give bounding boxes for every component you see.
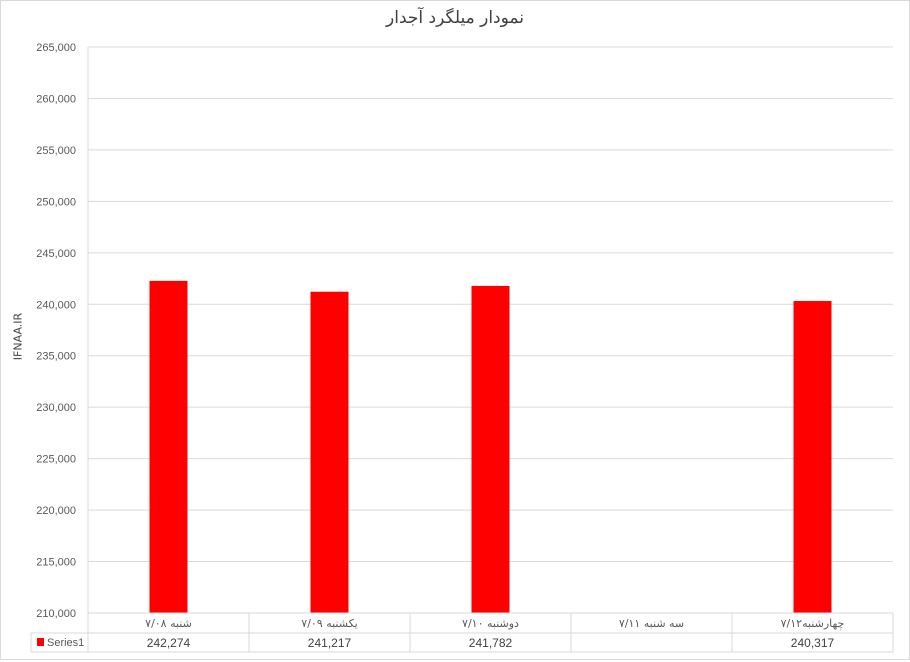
bar — [471, 285, 510, 613]
data-table-value: 241,217 — [308, 636, 352, 650]
y-tick-label: 245,000 — [36, 248, 76, 260]
y-tick-label: 220,000 — [36, 505, 76, 517]
data-table-value: 240,317 — [791, 636, 835, 650]
x-tick-label: یکشنبه ۷/۰۹ — [301, 617, 357, 630]
y-tick-label: 225,000 — [36, 454, 76, 466]
bar — [793, 301, 832, 613]
y-tick-label: 230,000 — [36, 402, 76, 414]
x-tick-label: سه شنبه ۷/۱۱ — [619, 617, 684, 630]
y-tick-label: 250,000 — [36, 196, 76, 208]
y-tick-label: 260,000 — [36, 93, 76, 105]
y-tick-label: 215,000 — [36, 557, 76, 569]
chart-title: نمودار میلگرد آجدار — [386, 8, 524, 28]
legend-key — [37, 638, 44, 646]
y-tick-label: 265,000 — [36, 42, 76, 54]
bar — [149, 280, 188, 613]
x-tick-label: شنبه ۷/۰۸ — [145, 617, 192, 630]
data-table-value: 242,274 — [147, 636, 191, 650]
x-tick-label: چهارشنبه۷/۱۲ — [781, 617, 845, 630]
legend-label: Series1 — [47, 637, 84, 649]
y-tick-label: 235,000 — [36, 351, 76, 363]
y-tick-label: 255,000 — [36, 145, 76, 157]
y-tick-label: 210,000 — [36, 608, 76, 620]
x-tick-label: دوشنبه ۷/۱۰ — [462, 617, 519, 630]
y-tick-label: 240,000 — [36, 299, 76, 311]
bar — [310, 291, 349, 613]
data-table-value: 241,782 — [469, 636, 513, 650]
